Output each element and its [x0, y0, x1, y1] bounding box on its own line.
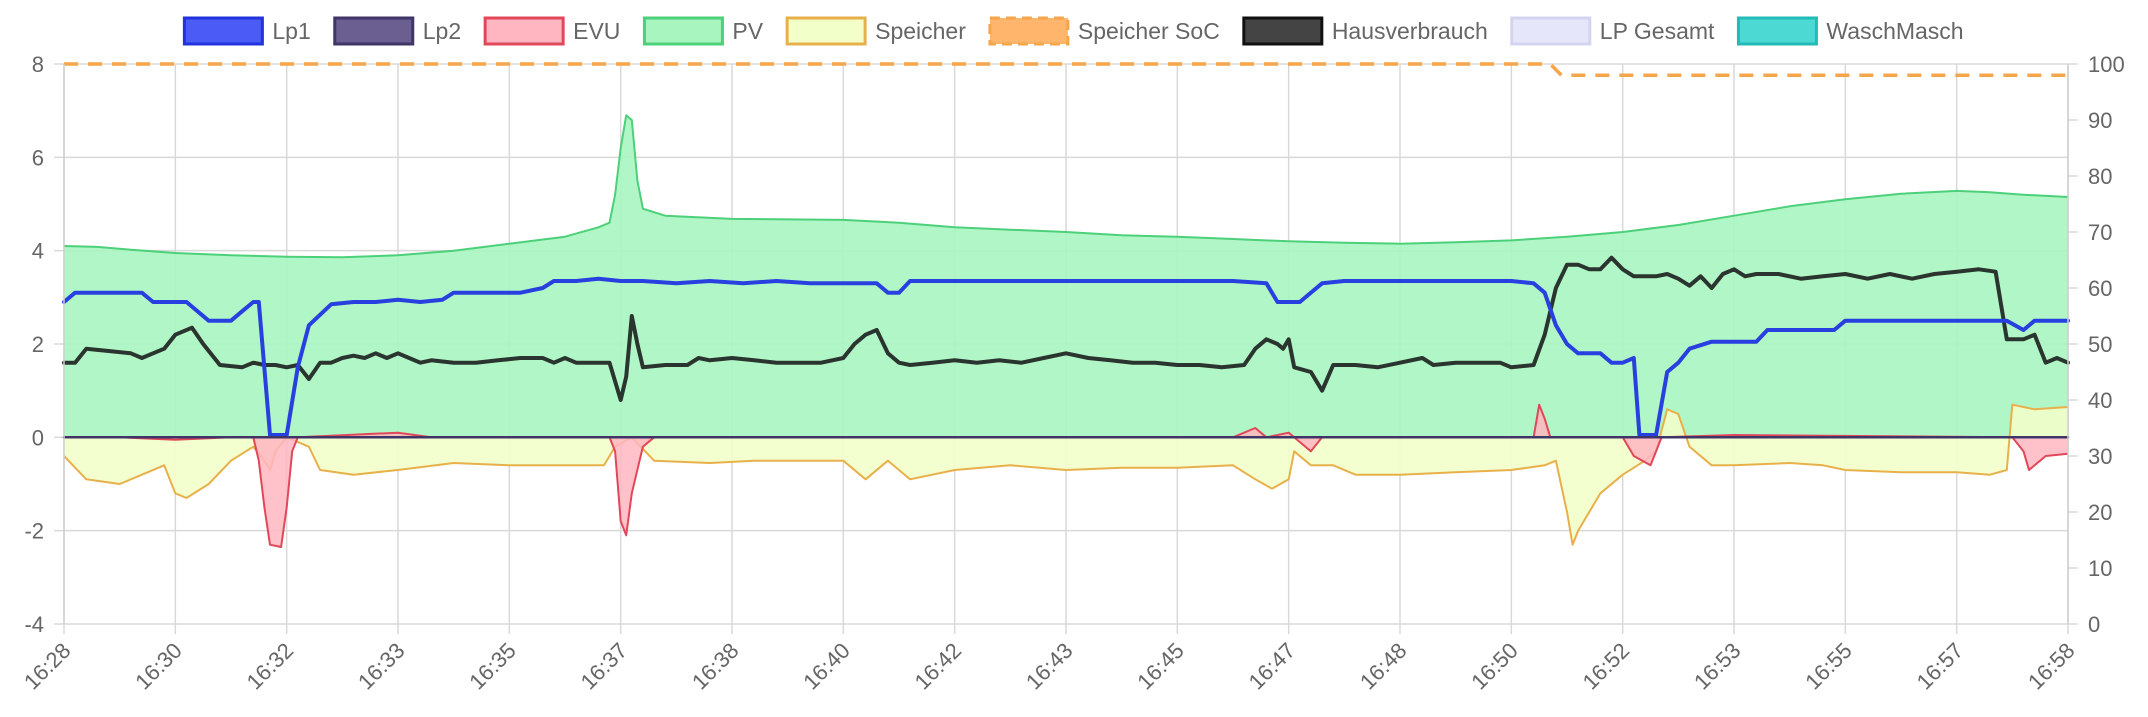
x-tick-label: 16:33: [353, 638, 410, 695]
legend-swatch: [785, 16, 867, 46]
y-right-tick-label: 100: [2088, 52, 2125, 77]
y-left-tick-label: 0: [32, 425, 44, 450]
x-tick-label: 16:45: [1132, 638, 1189, 695]
legend-label: Lp1: [272, 18, 310, 44]
legend-swatch: [333, 16, 415, 46]
x-tick-label: 16:35: [464, 638, 521, 695]
y-left-tick-label: 4: [32, 239, 44, 264]
legend-item-speicher[interactable]: Speicher: [785, 16, 966, 46]
y-right-tick-label: 70: [2088, 220, 2112, 245]
y-right-tick-label: 60: [2088, 276, 2112, 301]
legend-label: WaschMasch: [1826, 18, 1963, 44]
legend-label: Speicher: [875, 18, 966, 44]
legend-item-lp1[interactable]: Lp1: [182, 16, 311, 46]
legend-label: Lp2: [423, 18, 461, 44]
legend-item-hausverbrauch[interactable]: Hausverbrauch: [1242, 16, 1488, 46]
y-left-tick-label: 2: [32, 332, 44, 357]
legend[interactable]: Lp1 Lp2 EVU PV Speicher Speicher SoC Hausverbr…: [182, 16, 1964, 46]
y-right-tick-label: 10: [2088, 556, 2112, 581]
y-right-tick-label: 20: [2088, 500, 2112, 525]
legend-item-evu[interactable]: EVU: [483, 16, 620, 46]
x-tick-label: 16:37: [576, 638, 633, 695]
legend-swatch: [1510, 16, 1592, 46]
series-line-speicher-soc: [64, 62, 2068, 77]
legend-swatch: [642, 16, 724, 46]
legend-swatch: [1242, 16, 1324, 46]
legend-item-speicher-soc[interactable]: Speicher SoC: [988, 16, 1220, 46]
y-right-tick-label: 40: [2088, 388, 2112, 413]
x-tick-label: 16:47: [1244, 638, 1301, 695]
series-line-lp1: [62, 276, 2070, 437]
x-tick-label: 16:53: [1689, 638, 1746, 695]
x-tick-label: 16:28: [19, 638, 76, 695]
legend-item-waschmasch[interactable]: WaschMasch: [1736, 16, 1964, 46]
x-tick-label: 16:38: [687, 638, 744, 695]
x-tick-label: 16:30: [130, 638, 187, 695]
x-tick-label: 16:32: [242, 638, 299, 695]
legend-label: Speicher SoC: [1078, 18, 1220, 44]
y-right-tick-label: 50: [2088, 332, 2112, 357]
legend-item-pv[interactable]: PV: [642, 16, 764, 46]
x-tick-label: 16:58: [2023, 638, 2080, 695]
y-left-tick-label: 6: [32, 145, 44, 170]
legend-swatch: [483, 16, 565, 46]
line-series: [62, 62, 2070, 439]
legend-label: LP Gesamt: [1600, 18, 1715, 44]
y-left-tick-label: -2: [24, 519, 44, 544]
x-tick-label: 16:42: [910, 638, 967, 695]
x-tick-label: 16:50: [1466, 638, 1523, 695]
y-right-tick-label: 90: [2088, 108, 2112, 133]
legend-label: EVU: [573, 18, 620, 44]
x-tick-label: 16:57: [1912, 638, 1969, 695]
legend-swatch: [182, 16, 264, 46]
legend-swatch: [988, 16, 1070, 46]
legend-swatch: [1736, 16, 1818, 46]
legend-item-lp2[interactable]: Lp2: [333, 16, 461, 46]
x-tick-label: 16:48: [1355, 638, 1412, 695]
legend-item-lp-gesamt[interactable]: LP Gesamt: [1510, 16, 1715, 46]
y-left-tick-label: -4: [24, 612, 44, 637]
x-tick-label: 16:55: [1800, 638, 1857, 695]
series-line-hausverbrauch: [62, 255, 2070, 402]
y-right-tick-label: 30: [2088, 444, 2112, 469]
x-tick-label: 16:43: [1021, 638, 1078, 695]
y-right-tick-label: 80: [2088, 164, 2112, 189]
series-area-outline-pv: [63, 114, 2069, 259]
y-left-tick-label: 8: [32, 52, 44, 77]
y-right-tick-label: 0: [2088, 612, 2100, 637]
legend-label: PV: [732, 18, 763, 44]
x-tick-label: 16:52: [1578, 638, 1635, 695]
legend-label: Hausverbrauch: [1332, 18, 1488, 44]
x-tick-label: 16:40: [798, 638, 855, 695]
